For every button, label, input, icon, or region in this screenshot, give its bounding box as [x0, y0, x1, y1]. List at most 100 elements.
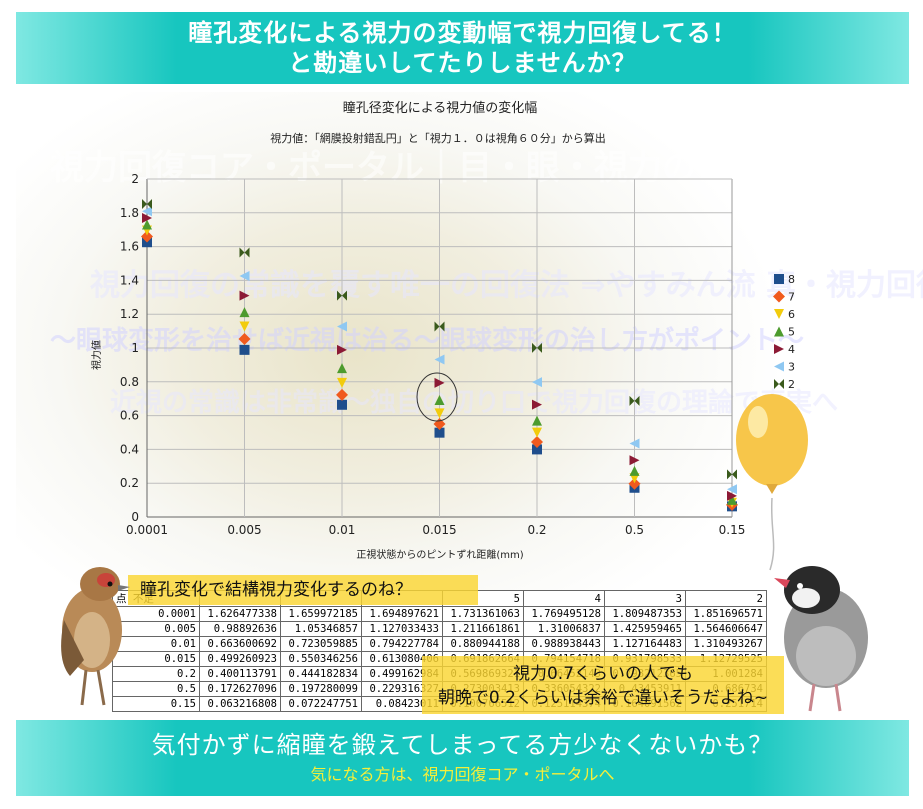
data-point-series-7	[336, 388, 348, 401]
data-point-series-2	[532, 342, 542, 353]
data-point-series-8	[239, 344, 250, 355]
table-cell: 1.694897621	[361, 606, 443, 622]
headline-line-2: と勘違いしてたりしませんか？	[288, 49, 637, 77]
table-cell: 1.851696571	[685, 606, 767, 622]
data-point-series-3	[239, 271, 250, 282]
table-cell: 0.550346256	[280, 651, 362, 667]
x-tick-label: 0.015	[422, 523, 456, 537]
legend-marker-5	[774, 326, 784, 337]
data-point-series-5	[727, 494, 737, 505]
y-tick-label: 0.4	[120, 442, 139, 456]
y-tick-label: 0.6	[120, 409, 139, 423]
footer-line-1: 気付かずに縮瞳を鍛えてしまってる方少なくないかも？	[151, 731, 774, 759]
bird-illustration-right	[774, 566, 868, 712]
table-cell: 0.197280099	[280, 681, 362, 697]
data-point-series-8	[337, 399, 347, 410]
legend-label-6: 6	[788, 308, 795, 321]
data-point-series-3	[727, 484, 737, 495]
table-cell: 1.809487353	[604, 606, 686, 622]
x-tick-label: 0.2	[527, 523, 546, 537]
data-point-series-5	[434, 395, 445, 406]
data-point-series-2	[629, 395, 640, 406]
data-point-series-5	[337, 363, 347, 374]
legend-label-8: 8	[788, 273, 795, 286]
data-point-series-6	[337, 377, 347, 388]
data-point-series-5	[629, 465, 640, 476]
y-axis-label: 視力値	[90, 340, 103, 370]
y-tick-label: 1.8	[120, 206, 139, 220]
y-tick-label: 0.8	[120, 375, 139, 389]
data-point-series-2	[239, 247, 250, 258]
data-point-series-5	[142, 219, 152, 230]
table-row: 0.0001 1.626477338 1.659972185 1.694897621 1…	[112, 606, 767, 622]
balloon-illustration	[736, 394, 808, 571]
table-cell: 1.310493267	[685, 636, 767, 652]
legend-label-4: 4	[788, 343, 795, 356]
legend-label-2: 2	[788, 378, 795, 391]
table-cell: 0.988938443	[523, 636, 605, 652]
data-point-series-8	[532, 444, 542, 455]
y-tick-label: 0	[131, 510, 139, 524]
data-point-series-4	[142, 213, 152, 224]
table-cell: 1.769495128	[523, 606, 605, 622]
footer-portal-link[interactable]: 気になる方は、視力回復コア・ポータルへ	[310, 765, 615, 784]
data-point-series-5	[239, 307, 250, 318]
table-cell: 0.2	[112, 666, 200, 682]
data-point-series-3	[434, 354, 445, 365]
table-cell: 0.15	[112, 696, 200, 712]
y-tick-label: 2	[131, 172, 139, 186]
data-point-series-4	[727, 490, 737, 501]
y-tick-label: 1.6	[120, 240, 139, 254]
y-tick-label: 1	[131, 341, 139, 355]
y-tick-label: 0.2	[120, 476, 139, 490]
y-tick-label: 1.2	[120, 307, 139, 321]
x-tick-label: 0.5	[625, 523, 644, 537]
data-point-series-8	[434, 427, 445, 438]
table-cell: 0.98892636	[199, 621, 281, 637]
table-cell: 0.663600692	[199, 636, 281, 652]
table-cell: 1.211661861	[442, 621, 524, 637]
data-point-series-4	[239, 290, 250, 301]
table-header-cell: 3	[604, 590, 686, 607]
data-point-series-2	[727, 469, 737, 480]
data-point-series-6	[434, 408, 445, 419]
table-cell: 0.400113791	[199, 666, 281, 682]
callout-line-2: 朝晩で0.2くらいは余裕で違いそうだよね~	[437, 688, 769, 708]
legend-marker-2	[774, 379, 784, 389]
table-cell: 1.731361063	[442, 606, 524, 622]
table-cell: 0.880944188	[442, 636, 524, 652]
legend-marker-6	[774, 309, 784, 319]
data-point-series-3	[532, 377, 542, 388]
data-point-series-6	[239, 321, 250, 332]
data-point-series-2	[337, 290, 347, 301]
top-banner: 瞳孔変化による視力の変動幅で視力回復してる！ と勘違いしてたりしませんか？	[16, 12, 909, 84]
data-point-series-5	[532, 415, 542, 426]
data-point-series-4	[629, 455, 640, 466]
callout-pupil-change: 瞳孔変化で結構視力変化するのね？	[128, 575, 478, 605]
table-cell: 0.063216808	[199, 696, 281, 712]
table-cell: 1.425959465	[604, 621, 686, 637]
y-tick-label: 1.4	[120, 273, 139, 287]
bird-illustration-left	[61, 567, 130, 706]
table-cell: 0.499260923	[199, 651, 281, 667]
table-cell: 0.723059885	[280, 636, 362, 652]
x-tick-label: 0.005	[227, 523, 261, 537]
data-point-series-6	[532, 427, 542, 438]
table-cell: 0.172627096	[199, 681, 281, 697]
chart-subtitle: 視力値：「網膜投射錯乱円」と「視力１．０は視角６０分」から算出	[270, 131, 606, 145]
legend-marker-7	[773, 290, 785, 303]
legend-label-5: 5	[788, 326, 795, 339]
callout-morning-evening: 視力0.7くらいの人でも 朝晩で0.2くらいは余裕で違いそうだよね~	[422, 656, 784, 714]
table-cell: 1.31006837	[523, 621, 605, 637]
table-cell: 1.05346857	[280, 621, 362, 637]
data-point-series-2	[142, 199, 152, 210]
callout-line-1: 視力0.7くらいの人でも	[512, 664, 694, 684]
data-point-series-3	[142, 206, 152, 217]
legend-marker-3	[774, 361, 784, 372]
table-cell: 0.0001	[112, 606, 200, 622]
x-axis-label: 正視状態からのピントずれ距離(mm)	[356, 548, 523, 561]
legend-label-7: 7	[788, 291, 795, 304]
x-tick-label: 0.0001	[126, 523, 168, 537]
legend-marker-8	[774, 274, 784, 284]
data-point-series-3	[629, 438, 640, 449]
